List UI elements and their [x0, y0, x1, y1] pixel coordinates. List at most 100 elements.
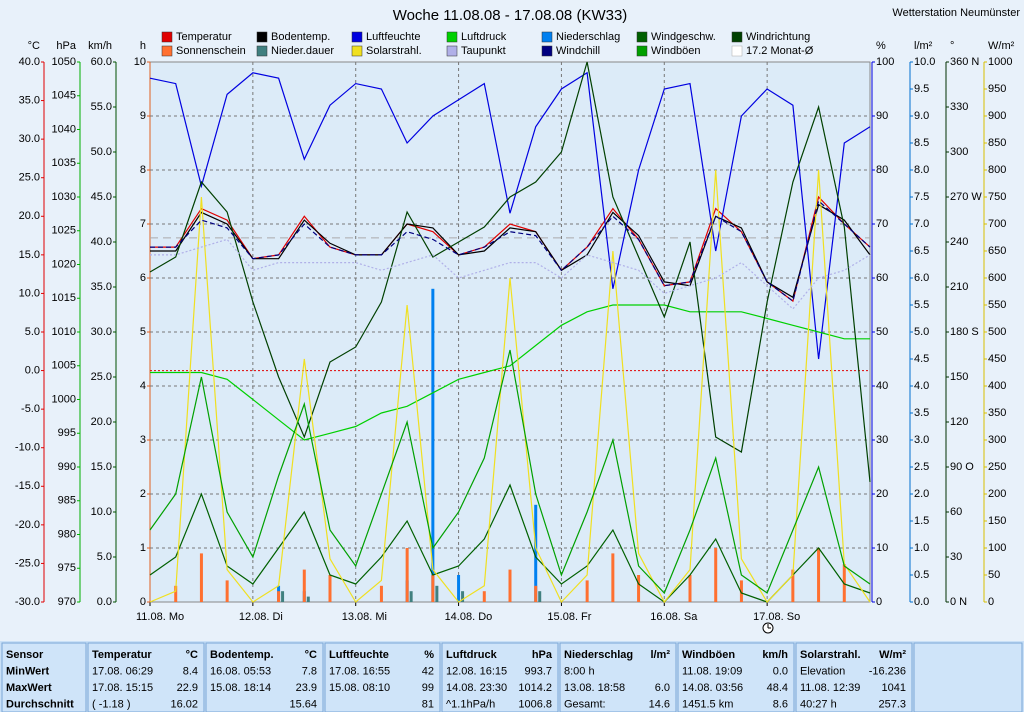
bar: [379, 585, 383, 602]
table-cell: Windböen: [682, 649, 735, 661]
y-tick-label: 55.0: [91, 101, 112, 113]
table-cell: W/m²: [879, 649, 906, 661]
y-tick-label: 1005: [52, 360, 76, 372]
y-tick-label: 8.0: [914, 164, 929, 176]
y-tick-label: 0.0: [914, 596, 929, 608]
y-tick-label: 30.0: [91, 326, 112, 338]
y-tick-label: 1000: [52, 393, 76, 405]
y-tick-label: 10: [876, 542, 888, 554]
y-tick-label: 6.5: [914, 245, 929, 257]
table-cell: 0.0: [773, 665, 788, 677]
y-tick-label: 210: [950, 281, 968, 293]
bar: [328, 575, 332, 602]
bar: [199, 553, 203, 602]
table-cell: 8:00 h: [564, 665, 595, 677]
y-tick-label: 1.5: [914, 515, 929, 527]
table-column: [1, 642, 87, 712]
y-tick-label: 6: [140, 272, 146, 284]
table-cell: Sensor: [6, 649, 44, 661]
table-cell: Durchschnitt: [6, 698, 74, 710]
y-tick-label: 850: [988, 137, 1006, 149]
table-cell: km/h: [762, 649, 788, 661]
table-cell: Niederschlag: [564, 649, 633, 661]
y-tick-label: 50: [988, 569, 1000, 581]
table-cell: MaxWert: [6, 682, 52, 694]
y-tick-label: 240: [950, 236, 968, 248]
y-tick-label: 970: [58, 596, 76, 608]
x-tick-label: 11.08. Mo: [136, 611, 184, 623]
y-tick-label: 100: [988, 542, 1006, 554]
legend-label: Sonnenschein: [176, 45, 246, 57]
y-tick-label: 5.0: [97, 551, 112, 563]
table-cell: 12.08. 16:15: [446, 665, 507, 677]
bar: [739, 580, 743, 602]
bar: [482, 591, 486, 602]
legend-label: Windböen: [651, 45, 701, 57]
legend-swatch: [256, 45, 268, 57]
legend-swatch: [351, 45, 363, 57]
table-cell: Elevation: [800, 665, 845, 677]
table-cell: 257.3: [878, 698, 906, 710]
y-tick-label: 4: [140, 380, 146, 392]
y-tick-label: 4.0: [914, 380, 929, 392]
bar: [461, 591, 465, 602]
y-tick-label: 200: [988, 488, 1006, 500]
bar: [508, 569, 512, 602]
table-cell: 14.08. 23:30: [446, 682, 507, 694]
y-tick-label: 4.5: [914, 353, 929, 365]
table-cell: MinWert: [6, 665, 50, 677]
table-cell: 8.6: [773, 698, 788, 710]
clock-icon[interactable]: [762, 622, 774, 634]
table-column: [441, 642, 559, 712]
bar: [817, 548, 821, 602]
table-cell: 1451.5 km: [682, 698, 733, 710]
x-tick-label: 14.08. Do: [445, 611, 493, 623]
y-tick-label: 700: [988, 218, 1006, 230]
legend-swatch: [731, 31, 743, 43]
bar: [431, 575, 435, 602]
y-tick-label: 0: [876, 596, 882, 608]
table-cell: l/m²: [650, 649, 670, 661]
table-cell: 15.08. 18:14: [210, 682, 271, 694]
bar: [457, 575, 461, 602]
legend-swatch: [161, 45, 173, 57]
table-cell: 42: [422, 665, 434, 677]
y-tick-label: 90: [876, 110, 888, 122]
bar: [714, 548, 718, 602]
series-line: [149, 61, 871, 483]
y-tick-label: 5: [140, 326, 146, 338]
table-cell: 15.08. 08:10: [329, 682, 390, 694]
series-line: [150, 203, 871, 299]
y-tick-label: -25.0: [15, 557, 40, 569]
bar: [306, 596, 310, 602]
y-tick-label: 10.0: [91, 506, 112, 518]
y-tick-label: 20.0: [19, 210, 40, 222]
y-tick-label: 550: [988, 299, 1006, 311]
table-cell: Gesamt:: [564, 698, 606, 710]
y-tick-label: 900: [988, 110, 1006, 122]
table-cell: 48.4: [767, 682, 788, 694]
table-cell: 13.08. 18:58: [564, 682, 625, 694]
y-tick-label: 0.0: [25, 364, 40, 376]
y-tick-label: 1030: [52, 191, 76, 203]
y-tick-label: 20: [876, 488, 888, 500]
table-cell: 1041: [882, 682, 906, 694]
y-tick-label: 35.0: [91, 281, 112, 293]
y-tick-label: 8.5: [914, 137, 929, 149]
y-tick-label: 5.0: [914, 326, 929, 338]
y-tick-label: 300: [988, 434, 1006, 446]
table-cell: 14.6: [649, 698, 670, 710]
table-cell: 40:27 h: [800, 698, 837, 710]
bar: [277, 591, 281, 602]
y-tick-label: 20.0: [91, 416, 112, 428]
y-tick-label: 2: [140, 488, 146, 500]
y-tick-label: 150: [950, 371, 968, 383]
table-cell: Luftfeuchte: [329, 649, 389, 661]
series-line: [150, 304, 870, 441]
y-tick-label: 2.0: [914, 488, 929, 500]
bar: [688, 575, 692, 602]
y-tick-label: 40.0: [19, 56, 40, 68]
y-tick-label: 350: [988, 407, 1006, 419]
y-tick-label: 980: [58, 528, 76, 540]
bar: [281, 591, 285, 602]
